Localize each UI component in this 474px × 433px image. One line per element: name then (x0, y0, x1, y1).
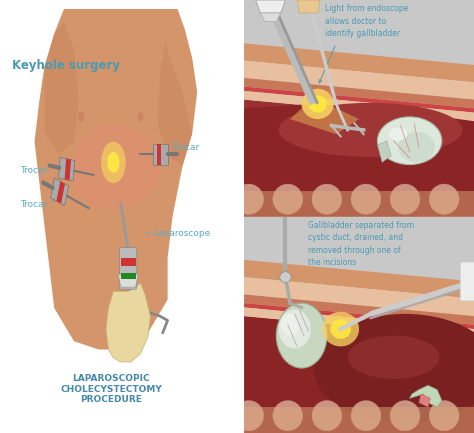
FancyBboxPatch shape (460, 262, 474, 301)
Polygon shape (86, 9, 128, 79)
Polygon shape (244, 100, 474, 216)
Ellipse shape (273, 184, 303, 214)
Polygon shape (244, 294, 474, 325)
Polygon shape (51, 178, 69, 206)
Polygon shape (121, 273, 136, 279)
Ellipse shape (234, 401, 264, 431)
Text: Light from endoscope
allows doctor to
identify gallbladder: Light from endoscope allows doctor to id… (325, 4, 408, 39)
Polygon shape (121, 258, 136, 266)
Polygon shape (290, 97, 359, 134)
Polygon shape (244, 260, 474, 299)
Circle shape (78, 112, 84, 122)
Ellipse shape (351, 184, 381, 214)
Text: LAPAROSCOPIC
CHOLECYSTECTOMY
PROCEDURE: LAPAROSCOPIC CHOLECYSTECTOMY PROCEDURE (60, 375, 162, 404)
Polygon shape (35, 9, 197, 349)
Circle shape (322, 312, 359, 346)
Ellipse shape (312, 184, 342, 214)
Circle shape (107, 152, 119, 173)
Polygon shape (377, 141, 391, 162)
Circle shape (301, 89, 334, 119)
Ellipse shape (279, 103, 463, 157)
Text: Trocar: Trocar (20, 200, 47, 209)
Text: Trocar: Trocar (173, 143, 200, 152)
Ellipse shape (429, 184, 459, 214)
Ellipse shape (281, 314, 299, 336)
Polygon shape (297, 0, 320, 13)
Polygon shape (244, 0, 474, 216)
Circle shape (330, 320, 351, 339)
Ellipse shape (351, 401, 381, 431)
Polygon shape (58, 157, 75, 181)
Polygon shape (106, 283, 150, 362)
Ellipse shape (398, 132, 435, 162)
Ellipse shape (313, 314, 474, 422)
Ellipse shape (390, 184, 420, 214)
Polygon shape (158, 42, 192, 167)
Ellipse shape (347, 336, 439, 379)
Polygon shape (153, 144, 168, 165)
Polygon shape (244, 61, 474, 100)
Polygon shape (156, 144, 162, 165)
Polygon shape (244, 91, 474, 121)
Text: Keyhole surgery: Keyhole surgery (12, 58, 120, 71)
Circle shape (101, 142, 126, 183)
Polygon shape (118, 275, 138, 287)
Polygon shape (244, 43, 474, 82)
FancyBboxPatch shape (119, 248, 137, 289)
Polygon shape (260, 13, 281, 22)
Polygon shape (45, 21, 79, 154)
Ellipse shape (390, 401, 420, 431)
Circle shape (280, 272, 291, 283)
Ellipse shape (234, 184, 264, 214)
Ellipse shape (276, 303, 327, 368)
Ellipse shape (312, 401, 342, 431)
Polygon shape (244, 78, 474, 108)
Polygon shape (244, 407, 474, 433)
Ellipse shape (429, 401, 459, 431)
Polygon shape (244, 316, 474, 433)
Polygon shape (419, 394, 430, 407)
Polygon shape (465, 268, 474, 294)
Circle shape (137, 112, 144, 122)
Circle shape (309, 95, 327, 113)
Text: Trocar: Trocar (20, 166, 47, 175)
Polygon shape (244, 303, 474, 329)
Ellipse shape (377, 117, 442, 165)
Ellipse shape (389, 128, 407, 141)
Polygon shape (255, 0, 285, 13)
Polygon shape (56, 181, 65, 204)
Ellipse shape (273, 401, 303, 431)
Polygon shape (410, 385, 442, 407)
Polygon shape (244, 191, 474, 216)
Polygon shape (244, 104, 474, 216)
Ellipse shape (279, 310, 311, 349)
Polygon shape (244, 87, 474, 113)
Polygon shape (244, 216, 474, 433)
Polygon shape (64, 158, 71, 180)
Polygon shape (69, 125, 163, 208)
Text: Laparoscope: Laparoscope (153, 229, 210, 238)
Polygon shape (244, 307, 474, 338)
Text: Gallbladder separated from
cystic duct, drained, and
removed through one of
the : Gallbladder separated from cystic duct, … (309, 221, 415, 267)
Polygon shape (244, 277, 474, 316)
